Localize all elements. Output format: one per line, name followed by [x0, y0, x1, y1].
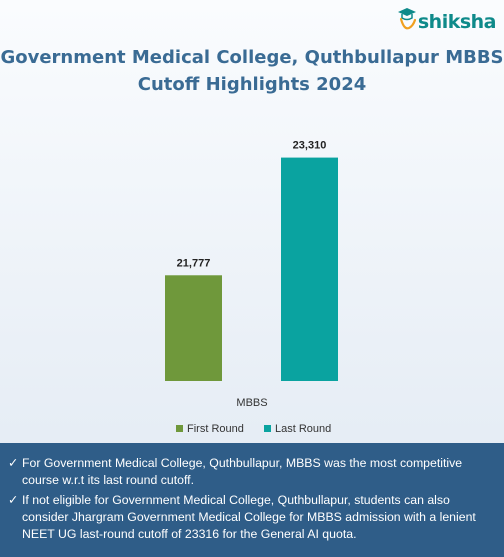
legend-label-2: Last Round: [275, 423, 331, 435]
check-icon: ✓: [8, 493, 19, 507]
insight-text-2: If not eligible for Government Medical C…: [22, 493, 476, 541]
legend-label-1: First Round: [187, 423, 244, 435]
legend-swatch-1: [176, 425, 183, 432]
chart-title: Government Medical College, Quthbullapur…: [0, 44, 504, 98]
shiksha-logo: shiksha: [396, 6, 497, 33]
bar-chart: 21,777 23,310 MBBS First Round Last Round: [165, 140, 338, 435]
brand-name: shiksha: [417, 11, 497, 33]
insights-panel: ✓ For Government Medical College, Quthbu…: [0, 443, 504, 557]
category-label: MBBS: [236, 397, 267, 409]
bar-1: [165, 275, 222, 381]
check-icon: ✓: [8, 456, 19, 470]
legend-swatch-2: [264, 425, 271, 432]
bar-2: [281, 157, 338, 381]
chart-title-line-1: Government Medical College, Quthbullapur…: [0, 47, 504, 68]
data-label-2: 23,310: [293, 140, 327, 152]
insight-bullet-2: ✓ If not eligible for Government Medical…: [8, 492, 496, 543]
insight-text-1: For Government Medical College, Quthbull…: [22, 456, 463, 487]
graduation-cap-icon: [397, 8, 416, 30]
data-label-1: 21,777: [177, 257, 211, 269]
insight-bullet-1: ✓ For Government Medical College, Quthbu…: [8, 455, 496, 489]
chart-title-line-2: Cutoff Highlights 2024: [137, 74, 367, 95]
